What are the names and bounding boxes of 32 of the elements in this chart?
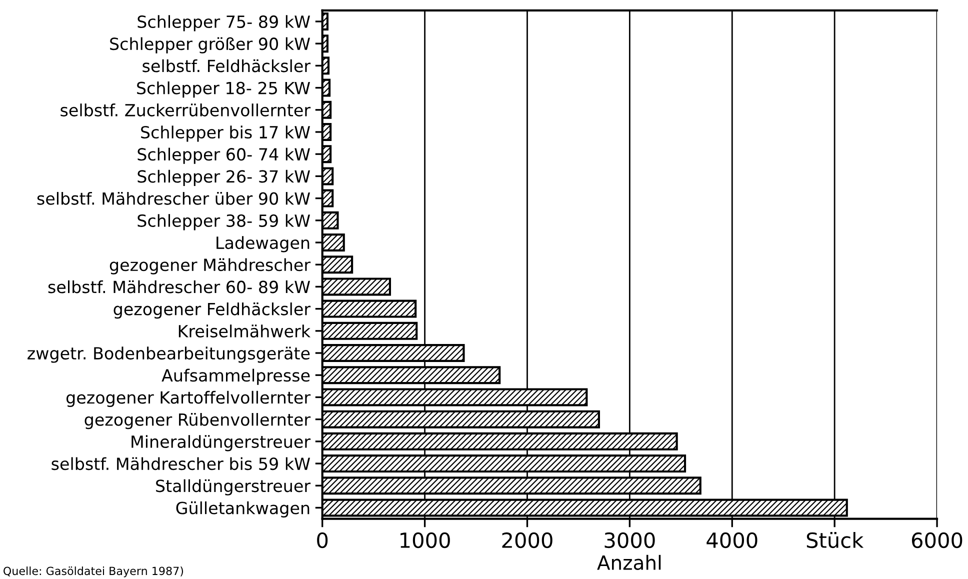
y-tick-label: gezogener Rübenvollernter	[84, 412, 311, 430]
source-note: Quelle: Gasöldatei Bayern 1987)	[4, 566, 184, 578]
y-tick-label: Stalldüngerstreuer	[156, 479, 311, 496]
y-tick-label: Gülletankwagen	[176, 501, 310, 518]
y-tick-label: selbstf. Mähdrescher bis 59 kW	[52, 457, 310, 470]
x-tick-label: 3000	[604, 532, 655, 548]
y-tick-label: Ladewagen	[216, 236, 310, 252]
y-tick-label: Schlepper 75- 89 kW	[138, 15, 310, 32]
x-tick-label: 0	[317, 532, 328, 548]
x-tick-label: 1000	[400, 532, 450, 548]
y-tick-label: selbstf. Mähdrescher über 90 kW	[37, 192, 310, 205]
y-tick-label: gezogener Kartoffelvollernter	[66, 390, 311, 408]
y-tick-label: selbstf. Feldhäcksler	[142, 59, 311, 72]
x-tick-label: 4000	[706, 532, 758, 548]
y-tick-label: Mineraldüngerstreuer	[132, 435, 311, 452]
y-tick-label: Schlepper 18- 25 KW	[137, 81, 310, 98]
y-tick-label: Schlepper bis 17 kW	[141, 126, 310, 142]
y-tick-label: Aufsammelpresse	[162, 368, 310, 385]
y-tick-label: gezogener Mähdrescher	[110, 258, 311, 274]
y-tick-label: zwgetr. Bodenbearbeitungsgeräte	[28, 346, 310, 363]
y-tick-label: gezogener Feldhäcksler	[114, 302, 311, 319]
y-tick-label: Schlepper größer 90 kW	[110, 37, 310, 54]
x-tick-label: 6000	[912, 532, 962, 548]
y-tick-label: selbstf. Mähdrescher 60- 89 kW	[48, 280, 310, 294]
y-tick-label: Schlepper 26- 37 kW	[138, 170, 310, 186]
y-tick-label: Kreiselmähwerk	[178, 324, 310, 338]
x-axis-title: Anzahl	[597, 554, 661, 570]
x-tick-label: Stück	[806, 532, 864, 548]
y-tick-label: selbstf. Zuckerrübenvollernter	[60, 104, 311, 116]
y-tick-label: Schlepper 60- 74 kW	[138, 148, 310, 164]
x-tick-label: 2000	[502, 532, 552, 548]
y-tick-label: Schlepper 38- 59 kW	[138, 214, 310, 230]
